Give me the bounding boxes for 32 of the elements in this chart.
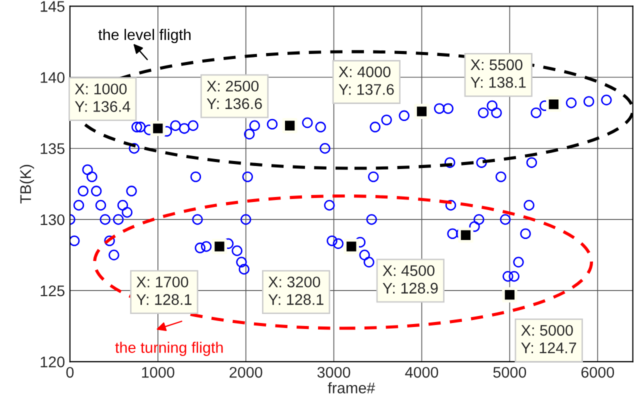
y-tick-label: 130: [40, 214, 65, 226]
x-tick-label: 1000: [142, 366, 174, 378]
point: [212, 238, 228, 254]
x-tick-label: 3000: [317, 366, 350, 378]
x-tick-label: 0: [66, 366, 74, 378]
annotation: X: 5500 Y: 138.1: [470, 59, 526, 88]
point: [282, 118, 298, 134]
y-axis-title: TB(K): [20, 164, 34, 204]
y-tick-label: 120: [40, 356, 65, 368]
annotation: X: 1700 Y: 128.1: [136, 276, 192, 305]
point: [546, 96, 562, 112]
point: [150, 120, 166, 136]
x-tick-label: 4000: [405, 366, 438, 378]
annotation: X: 2500 Y: 136.6: [206, 80, 262, 110]
x-tick-label: 2000: [230, 366, 262, 378]
point: [344, 238, 359, 254]
annotation: X: 1000 Y: 136.4: [74, 84, 130, 112]
y-tick-label: 145: [40, 1, 64, 12]
x-tick-label: 6000: [581, 366, 614, 378]
x-tick-label: 5000: [493, 366, 526, 378]
y-tick-label: 135: [40, 143, 64, 154]
annotation: X: 5000 Y: 124.7: [521, 324, 576, 354]
point: [414, 104, 430, 119]
annotation: X: 4000 Y: 137.6: [338, 66, 394, 95]
annotation: the level fligth: [98, 28, 191, 44]
y-tick-label: 125: [40, 285, 64, 296]
annotation: X: 4500 Y: 128.9: [382, 265, 438, 294]
point: [458, 228, 474, 243]
x-axis-title: frame#: [328, 382, 376, 394]
annotation: X: 3200 Y: 128.1: [268, 276, 324, 305]
point: [502, 287, 518, 302]
y-tick-label: 140: [40, 72, 65, 83]
